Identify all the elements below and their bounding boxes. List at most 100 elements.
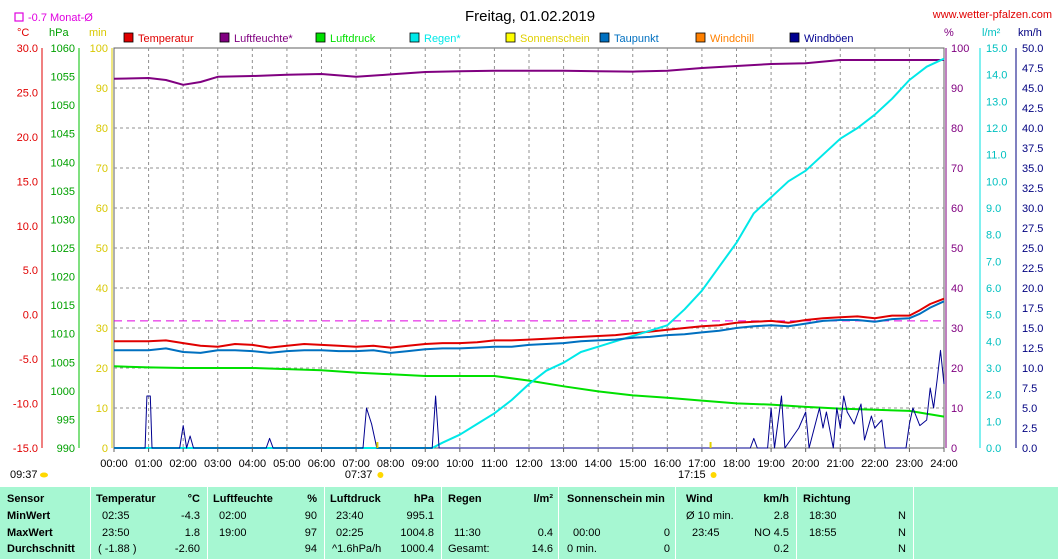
humidity-tick-label: 80 — [951, 123, 963, 135]
wind-tick-label: 5.0 — [1022, 403, 1037, 415]
sunshine-tick-label: 50 — [96, 243, 108, 255]
temp-tick-label: 0.0 — [23, 310, 38, 322]
month-average-marker — [14, 12, 24, 22]
legend-label: Regen* — [424, 33, 461, 45]
sunrise-label: 07:37 — [345, 469, 373, 481]
stats-col-sunshine: Sonnenschein min 00:00 0 0 min. 0 — [558, 487, 676, 559]
temp-tick-label: -5.0 — [19, 354, 38, 366]
x-tick-label: 02:00 — [169, 458, 197, 470]
stats-press-max-time: 02:25 — [336, 527, 364, 539]
wind-tick-label: 22.5 — [1022, 263, 1043, 275]
stats-dir-min-time: 18:30 — [809, 510, 837, 522]
stats-unit-humidity: % — [307, 493, 317, 505]
rain-tick-label: 14.0 — [986, 70, 1007, 82]
legend-swatch — [219, 32, 230, 43]
sunset-sun-icon — [710, 472, 717, 478]
now-sun-icon — [40, 472, 48, 478]
sunshine-tick-label: 30 — [96, 323, 108, 335]
legend-swatch — [789, 32, 800, 43]
x-axis-labels: 00:00 01:00 02:00 03:00 04:00 05:00 06:00 07:00… — [100, 448, 958, 470]
pressure-tick-label: 1045 — [51, 129, 75, 141]
temp-unit-label: °C — [17, 27, 29, 39]
temp-tick-label: 10.0 — [17, 221, 38, 233]
stats-hum-min-value: 90 — [304, 510, 317, 522]
sunshine-unit-label: min — [89, 27, 107, 39]
stats-temp-max-value: 1.8 — [184, 527, 200, 539]
pressure-tick-label: 1030 — [51, 214, 75, 226]
stats-col-humidity: Luftfeuchte % 02:00 90 19:00 97 94 — [207, 487, 325, 559]
wind-tick-label: 45.0 — [1022, 83, 1043, 95]
stats-dir-max-time: 18:55 — [809, 527, 837, 539]
x-tick-label: 21:00 — [826, 458, 854, 470]
stats-header-sensor: Sensor — [7, 493, 45, 505]
wind-tick-label: 37.5 — [1022, 143, 1043, 155]
rain-tick-label: 1.0 — [986, 416, 1001, 428]
humidity-tick-label: 0 — [951, 443, 957, 455]
wind-tick-label: 50.0 — [1022, 43, 1043, 55]
wind-tick-label: 27.5 — [1022, 223, 1043, 235]
stats-sun-total-label: 0 min. — [567, 543, 597, 555]
x-tick-label: 08:00 — [377, 458, 405, 470]
x-tick-label: 07:00 — [342, 458, 370, 470]
wind-tick-label: 17.5 — [1022, 303, 1043, 315]
x-tick-label: 15:00 — [619, 458, 647, 470]
stats-hum-avg-value: 94 — [304, 543, 317, 555]
stats-rain-max-time: 11:30 — [454, 527, 481, 539]
series-line — [114, 57, 945, 449]
sunshine-tick-label: 90 — [96, 83, 108, 95]
temp-tick-label: -10.0 — [13, 399, 38, 411]
source-link[interactable]: www.wetter-pfalzen.com — [932, 9, 1052, 21]
sunrise-sun-icon — [377, 472, 384, 478]
rain-tick-label: 15.0 — [986, 43, 1007, 55]
x-tick-label: 04:00 — [239, 458, 267, 470]
stats-wind-mean-value: 0.2 — [773, 543, 789, 555]
x-tick-label: 11:00 — [481, 458, 508, 470]
stats-sun-max-value: 0 — [663, 527, 670, 539]
chart-series — [113, 57, 945, 449]
temp-tick-label: 25.0 — [17, 87, 38, 99]
stats-unit-wind: km/h — [763, 493, 789, 505]
x-tick-label: 16:00 — [654, 458, 682, 470]
humidity-tick-label: 70 — [951, 163, 963, 175]
x-tick-label: 03:00 — [204, 458, 232, 470]
legend-label: Luftdruck — [330, 33, 376, 45]
pressure-unit-label: hPa — [49, 27, 69, 39]
stats-temp-min-value: -4.3 — [181, 510, 200, 522]
humidity-tick-label: 90 — [951, 83, 963, 95]
humidity-tick-label: 100 — [951, 43, 969, 55]
pressure-tick-label: 1060 — [51, 43, 75, 55]
stats-col-sensor: Sensor MinWert MaxWert Durchschnitt — [0, 487, 90, 559]
rain-tick-label: 11.0 — [986, 150, 1007, 162]
x-tick-label: 12:00 — [515, 458, 543, 470]
rain-tick-label: 13.0 — [986, 96, 1007, 108]
pressure-tick-label: 1040 — [51, 157, 75, 169]
stats-rain-max-value: 0.4 — [537, 527, 553, 539]
wind-tick-label: 35.0 — [1022, 163, 1043, 175]
x-tick-label: 22:00 — [861, 458, 889, 470]
humidity-tick-label: 50 — [951, 243, 963, 255]
legend-label: Temperatur — [138, 33, 194, 45]
stats-col-direction: Richtung 18:30 N 18:55 N N — [796, 487, 914, 559]
x-tick-label: 05:00 — [273, 458, 301, 470]
rain-tick-label: 3.0 — [986, 363, 1001, 375]
pressure-tick-label: 1010 — [51, 329, 75, 341]
stats-col-pressure: Luftdruck hPa 23:40 995.1 02:25 1004.8 ^… — [324, 487, 442, 559]
stats-header-rain: Regen — [448, 493, 482, 505]
wind-tick-label: 7.5 — [1022, 383, 1037, 395]
humidity-tick-label: 40 — [951, 283, 963, 295]
stats-sun-total-value: 0 — [663, 543, 670, 555]
legend-label: Sonnenschein — [520, 33, 590, 45]
rain-tick-label: 12.0 — [986, 123, 1007, 135]
stats-header-wind: Wind — [686, 493, 713, 505]
chart-legend: Temperatur Luftfeuchte* Luftdruck Regen* Son… — [123, 32, 854, 45]
pressure-tick-label: 1015 — [51, 300, 75, 312]
wind-unit-label: km/h — [1018, 27, 1042, 39]
humidity-unit-label: % — [944, 27, 954, 39]
legend-swatch — [599, 32, 610, 43]
stats-dir-max-value: N — [898, 527, 906, 539]
sunshine-tick-label: 0 — [102, 443, 108, 455]
rain-tick-label: 8.0 — [986, 230, 1001, 242]
sunshine-tick-label: 60 — [96, 203, 108, 215]
stats-rain-total-label: Gesamt: — [448, 543, 490, 555]
sunshine-tick-label: 80 — [96, 123, 108, 135]
